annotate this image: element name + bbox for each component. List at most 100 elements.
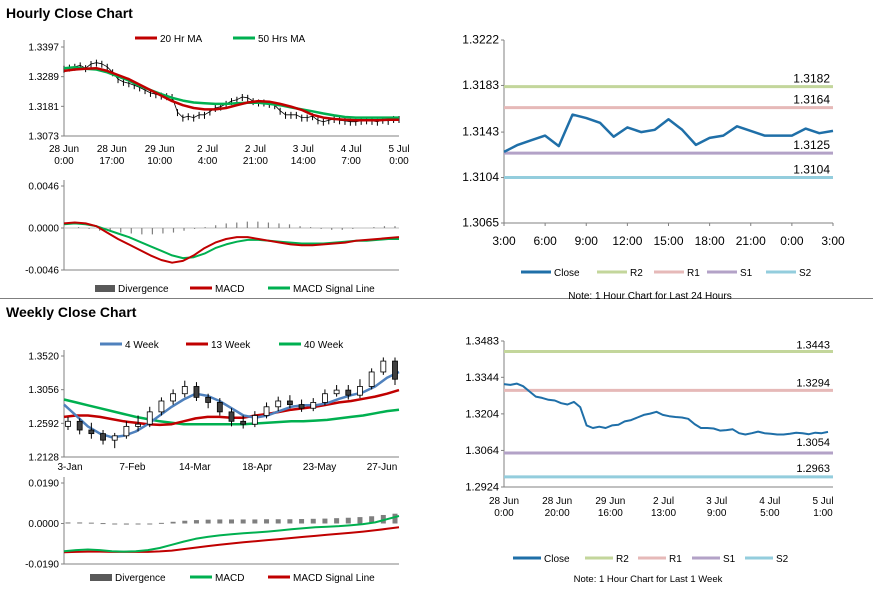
legend-1w-r1-label: R1 bbox=[669, 554, 682, 565]
weekly-divergence-bar bbox=[123, 523, 129, 525]
hourly-price-x-tick-label: 0:00 bbox=[389, 156, 409, 167]
weekly-candle-body bbox=[88, 429, 95, 435]
weekly-candle-body bbox=[240, 420, 247, 425]
hourly-section-title: Hourly Close Chart bbox=[6, 5, 133, 21]
legend-4-week-label: 4 Week bbox=[125, 340, 160, 351]
weekly-price-y-tick-label: 1.3056 bbox=[28, 385, 59, 396]
hourly-24h-y-tick-label: 1.3183 bbox=[462, 78, 499, 92]
weekly-divergence-bar bbox=[193, 520, 199, 524]
weekly-divergence-bar bbox=[229, 519, 234, 524]
hourly-24h-x-tick-label: 6:00 bbox=[533, 234, 557, 248]
hourly-24h-y-tick-label: 1.3143 bbox=[462, 125, 499, 139]
hourly-24h-y-tick-label: 1.3222 bbox=[462, 33, 499, 47]
hourly-price-y-tick-label: 1.3181 bbox=[28, 102, 59, 113]
weekly-1w-x-tick-label: 28 Jun bbox=[489, 496, 519, 507]
weekly-divergence-bar bbox=[299, 519, 305, 524]
hourly-price-x-tick-label: 4:00 bbox=[198, 156, 218, 167]
hourly-macd-line bbox=[63, 221, 400, 264]
legend-24h-close-label: Close bbox=[554, 268, 580, 279]
weekly-price-x-tick-label: 7-Feb bbox=[119, 462, 146, 473]
weekly-1w-y-tick-label: 1.3064 bbox=[465, 445, 499, 457]
hourly-price-x-tick-label: 14:00 bbox=[291, 156, 316, 167]
weekly-1w-x-tick-label: 29 Jun bbox=[595, 496, 625, 507]
weekly-1w-x-tick-label: 5 Jul bbox=[812, 496, 833, 507]
weekly-macd-y-tick-label: -0.0190 bbox=[25, 560, 59, 571]
weekly-4wk-line bbox=[63, 370, 400, 439]
weekly-candle-body bbox=[100, 433, 106, 441]
weekly-divergence-bar bbox=[217, 519, 223, 524]
weekly-candle-body bbox=[251, 415, 258, 425]
legend-24h-s1-label: S1 bbox=[740, 268, 753, 279]
weekly-macd-line bbox=[63, 515, 400, 553]
weekly-candle-body bbox=[298, 404, 305, 409]
weekly-1w-x-tick-label: 13:00 bbox=[651, 508, 676, 519]
legend-hourly-divergence-label: Divergence bbox=[118, 284, 169, 295]
legend-24h-r1-label: R1 bbox=[687, 268, 700, 279]
weekly-candle-body bbox=[76, 420, 83, 431]
weekly-candle-body bbox=[146, 411, 153, 425]
hourly-24h-x-tick-label: 12:00 bbox=[612, 234, 642, 248]
hourly-price-x-tick-label: 5 Jul bbox=[388, 144, 409, 155]
hourly-price-x-tick-label: 2 Jul bbox=[245, 144, 266, 155]
weekly-divergence-bar bbox=[369, 516, 375, 524]
hourly-price-x-tick-label: 2 Jul bbox=[197, 144, 218, 155]
weekly-divergence-bar bbox=[147, 523, 153, 525]
legend-weekly-macd-signal-label: MACD Signal Line bbox=[293, 573, 375, 584]
weekly-candle-body bbox=[228, 411, 235, 422]
legend-24h-s2-label: S2 bbox=[799, 268, 812, 279]
hourly-24h-x-tick-label: 15:00 bbox=[653, 234, 683, 248]
weekly-price-x-tick-label: 27-Jun bbox=[367, 462, 398, 473]
weekly-divergence-bar bbox=[287, 519, 293, 524]
weekly-1w-note: Note: 1 Hour Chart for Last 1 Week bbox=[574, 574, 723, 585]
legend-weekly-macd-label: MACD bbox=[215, 573, 244, 584]
weekly-divergence-bar bbox=[170, 521, 176, 524]
weekly-price-x-tick-label: 18-Apr bbox=[242, 462, 273, 473]
weekly-1w-y-tick-label: 1.3344 bbox=[465, 372, 499, 384]
weekly-price-y-tick-label: 1.2128 bbox=[28, 453, 59, 464]
weekly-1w-x-tick-label: 1:00 bbox=[813, 508, 833, 519]
hourly-24h-x-tick-label: 21:00 bbox=[736, 234, 766, 248]
hourly-24h-close-line bbox=[503, 113, 834, 154]
hourly-price-x-tick-label: 4 Jul bbox=[341, 144, 362, 155]
legend-13-week-label: 13 Week bbox=[211, 340, 251, 351]
weekly-candle-body bbox=[170, 393, 177, 402]
legend-20hr-ma-label: 20 Hr MA bbox=[160, 34, 203, 45]
legend-24h-r2-label: R2 bbox=[630, 268, 643, 279]
hourly-price-x-tick-label: 28 Jun bbox=[97, 144, 127, 155]
weekly-1w-r2-value: 1.3443 bbox=[796, 339, 830, 351]
weekly-macd-y-tick-label: 0.0000 bbox=[28, 519, 59, 530]
legend-hourly-divergence-swatch bbox=[95, 285, 115, 292]
hourly-macd-y-tick-label: 0.0000 bbox=[28, 224, 59, 235]
weekly-divergence-bar bbox=[357, 517, 363, 524]
weekly-divergence-bar bbox=[264, 519, 270, 524]
weekly-price-y-tick-label: 1.3520 bbox=[28, 352, 59, 363]
hourly-price-x-tick-label: 10:00 bbox=[147, 156, 172, 167]
weekly-divergence-bar bbox=[275, 519, 281, 524]
legend-1w-s1-label: S1 bbox=[723, 554, 736, 565]
hourly-price-x-tick-label: 17:00 bbox=[99, 156, 124, 167]
weekly-divergence-bar bbox=[112, 523, 118, 525]
weekly-divergence-bar bbox=[392, 513, 398, 524]
hourly-price-x-tick-label: 29 Jun bbox=[145, 144, 175, 155]
hourly-price-line bbox=[63, 62, 399, 123]
hourly-50hr-ma-line bbox=[63, 66, 399, 119]
weekly-divergence-bar bbox=[135, 523, 141, 525]
hourly-24h-y-tick-label: 1.3065 bbox=[462, 216, 499, 230]
weekly-candle-body bbox=[263, 406, 270, 416]
weekly-1w-x-tick-label: 0:00 bbox=[494, 508, 514, 519]
hourly-24h-y-tick-label: 1.3104 bbox=[462, 170, 499, 184]
weekly-price-y-tick-label: 1.2592 bbox=[28, 419, 59, 430]
weekly-divergence-bar bbox=[240, 519, 246, 524]
hourly-price-x-tick-label: 28 Jun bbox=[49, 144, 79, 155]
weekly-section-title: Weekly Close Chart bbox=[6, 304, 137, 320]
hourly-price-y-tick-label: 1.3289 bbox=[28, 72, 59, 83]
weekly-price-x-tick-label: 3-Jan bbox=[57, 462, 82, 473]
hourly-24h-r2-value: 1.3182 bbox=[793, 72, 830, 86]
weekly-candle-body bbox=[345, 389, 352, 396]
weekly-divergence-bar bbox=[322, 518, 328, 524]
weekly-divergence-bar bbox=[345, 517, 351, 524]
weekly-candle-body bbox=[111, 435, 118, 441]
hourly-price-x-tick-label: 21:00 bbox=[243, 156, 268, 167]
weekly-candle-body bbox=[322, 393, 328, 403]
